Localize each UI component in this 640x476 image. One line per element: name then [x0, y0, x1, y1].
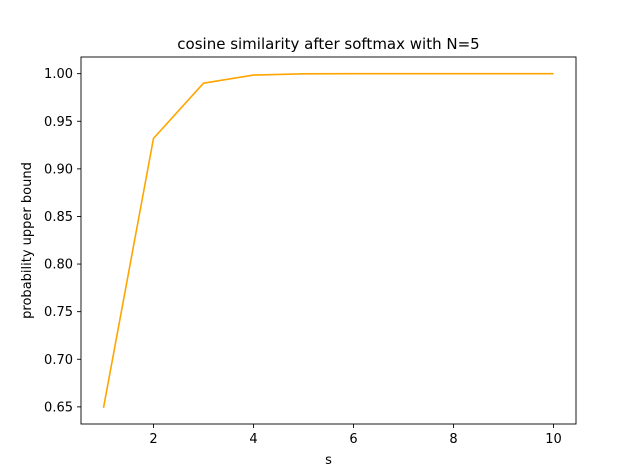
series-line-0: [102, 72, 554, 408]
y-tick-label: 0.85: [44, 210, 73, 225]
x-axis: 2 4 6 8 10: [149, 424, 562, 447]
x-tick-label: 4: [249, 432, 257, 447]
y-axis-label: probability upper bound: [20, 162, 35, 319]
y-tick-label: 0.70: [44, 353, 73, 368]
y-axis: 0.65 0.70 0.75 0.80 0.85 0.90 0.95 1.00: [44, 67, 81, 415]
y-tick-label: 0.65: [44, 400, 73, 415]
x-tick-label: 2: [149, 432, 157, 447]
x-axis-label: s: [325, 453, 332, 468]
y-tick-label: 0.95: [44, 115, 73, 130]
axes-frame: [80, 56, 577, 425]
y-tick-label: 0.75: [44, 305, 73, 320]
x-tick-label: 10: [545, 432, 562, 447]
x-tick-label: 8: [449, 432, 457, 447]
chart-title: cosine similarity after softmax with N=5: [177, 35, 479, 53]
plot-area: [102, 72, 554, 408]
y-tick-label: 0.90: [44, 162, 73, 177]
y-tick-label: 0.80: [44, 258, 73, 273]
x-tick-label: 6: [349, 432, 357, 447]
y-tick-label: 1.00: [44, 67, 73, 82]
